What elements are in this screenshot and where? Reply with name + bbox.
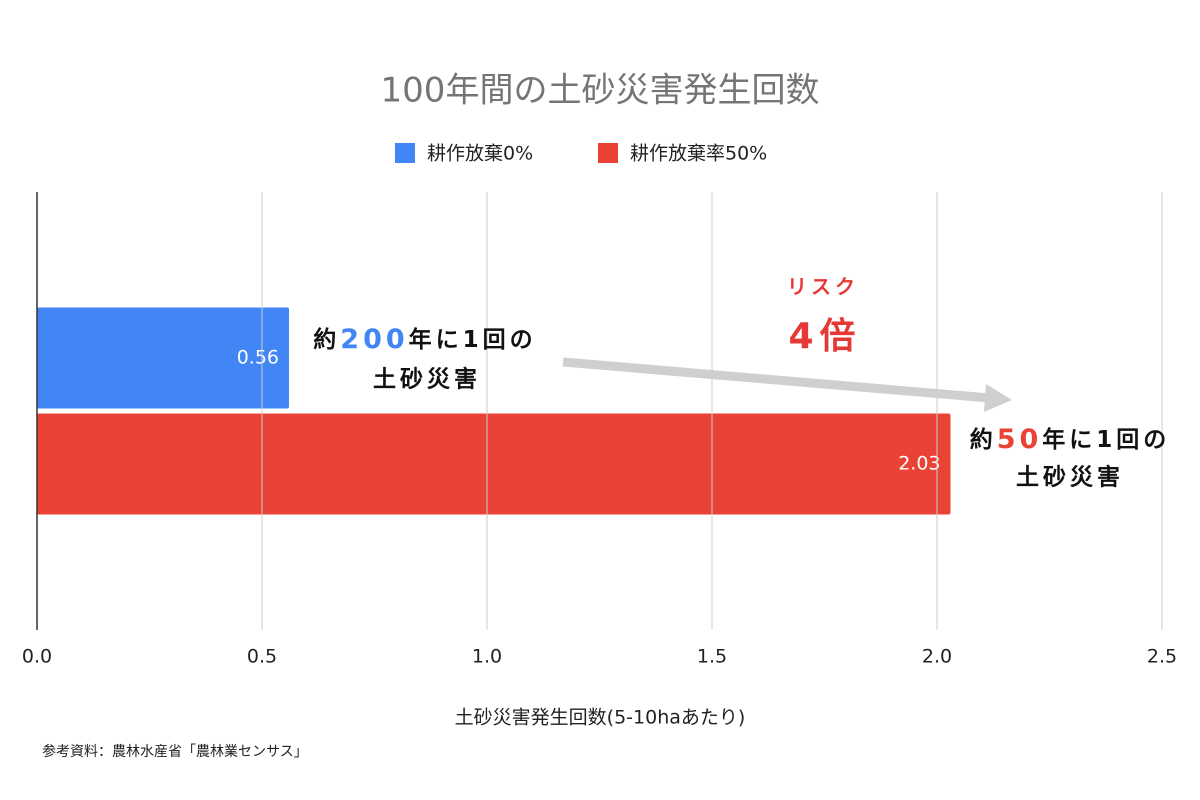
legend-label: 耕作放棄率50%	[630, 143, 767, 165]
annotation-text: 約	[313, 326, 340, 353]
legend-swatch	[395, 143, 415, 163]
annotation-text: 年に1回の	[1042, 426, 1170, 453]
legend: 耕作放棄0% 耕作放棄率50%	[395, 143, 767, 165]
data-label: 0.56	[237, 347, 279, 369]
annotation-number: 200	[340, 324, 408, 355]
arrow-line	[562, 357, 991, 403]
annotation-number: 50	[997, 424, 1043, 455]
legend-label: 耕作放棄0%	[427, 143, 533, 165]
arrow-head	[984, 384, 1012, 412]
x-tick-label: 0.0	[22, 646, 52, 668]
bar	[37, 307, 289, 409]
grid: 0.0 0.5 1.0 1.5 2.0 2.5	[22, 192, 1177, 668]
annotation: リスク	[787, 275, 859, 299]
annotation-text: 約	[970, 426, 997, 453]
bar	[37, 413, 951, 515]
data-label: 2.03	[898, 453, 940, 475]
legend-swatch	[598, 143, 618, 163]
annotation: 4倍	[788, 316, 861, 357]
annotation: 約200年に1回の	[313, 324, 536, 355]
arrow	[562, 357, 1012, 412]
x-tick-label: 2.0	[922, 646, 952, 668]
annotation-text: 年に1回の	[409, 326, 537, 353]
x-tick-label: 0.5	[247, 646, 277, 668]
x-tick-label: 1.0	[472, 646, 502, 668]
source: 参考資料：農林水産省「農林業センサス」	[42, 743, 308, 760]
annotation: 約50年に1回の	[970, 424, 1171, 455]
x-axis-label: 土砂災害発生回数(5-10haあたり)	[455, 707, 746, 729]
x-tick-label: 2.5	[1147, 646, 1177, 668]
bars: 0.56 2.03	[37, 307, 951, 515]
chart-title: 100年間の土砂災害発生回数	[381, 71, 820, 111]
annotation: 土砂災害	[373, 366, 481, 393]
annotation: 土砂災害	[1016, 464, 1124, 491]
x-tick-label: 1.5	[697, 646, 727, 668]
